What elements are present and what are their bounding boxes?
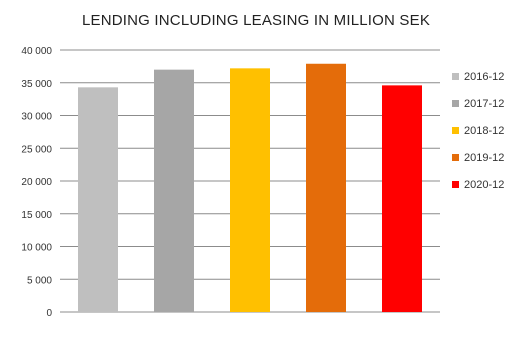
y-tick-label: 20 000 [21, 177, 52, 188]
bar-2017-12 [154, 69, 194, 313]
bar-2018-12 [230, 68, 270, 312]
bars [78, 63, 422, 313]
y-tick-label: 25 000 [21, 144, 52, 155]
legend: 2016-12 2017-12 2018-12 2019-12 2020-12 [452, 63, 512, 198]
y-tick-label: 0 [46, 308, 52, 319]
y-tick-label: 10 000 [21, 243, 52, 254]
bar-2016-12 [78, 87, 118, 313]
legend-swatch [452, 73, 459, 80]
legend-swatch [452, 127, 459, 134]
legend-label: 2017-12 [464, 97, 505, 110]
legend-swatch [452, 154, 459, 161]
legend-swatch [452, 181, 459, 188]
legend-swatch [452, 100, 459, 107]
legend-item-2017-12: 2017-12 [452, 90, 512, 117]
legend-item-2016-12: 2016-12 [452, 63, 512, 90]
legend-label: 2016-12 [464, 70, 505, 83]
legend-label: 2020-12 [464, 178, 505, 191]
y-tick-label: 5 000 [27, 275, 52, 286]
bar-2019-12 [306, 63, 346, 312]
legend-item-2019-12: 2019-12 [452, 144, 512, 171]
y-tick-label: 15 000 [21, 210, 52, 221]
chart-title: LENDING INCLUDING LEASING IN MILLION SEK [81, 12, 431, 29]
y-tick-label: 35 000 [21, 79, 52, 90]
legend-label: 2018-12 [464, 124, 505, 137]
y-tick-label: 30 000 [21, 112, 52, 123]
y-tick-label: 40 000 [21, 46, 52, 57]
legend-item-2020-12: 2020-12 [452, 171, 512, 198]
legend-item-2018-12: 2018-12 [452, 117, 512, 144]
bar-2020-12 [382, 85, 422, 313]
y-axis-tick-labels: 0 5 000 10 000 15 000 20 000 25 000 30 000 35 0… [21, 46, 52, 319]
legend-label: 2019-12 [464, 151, 505, 164]
